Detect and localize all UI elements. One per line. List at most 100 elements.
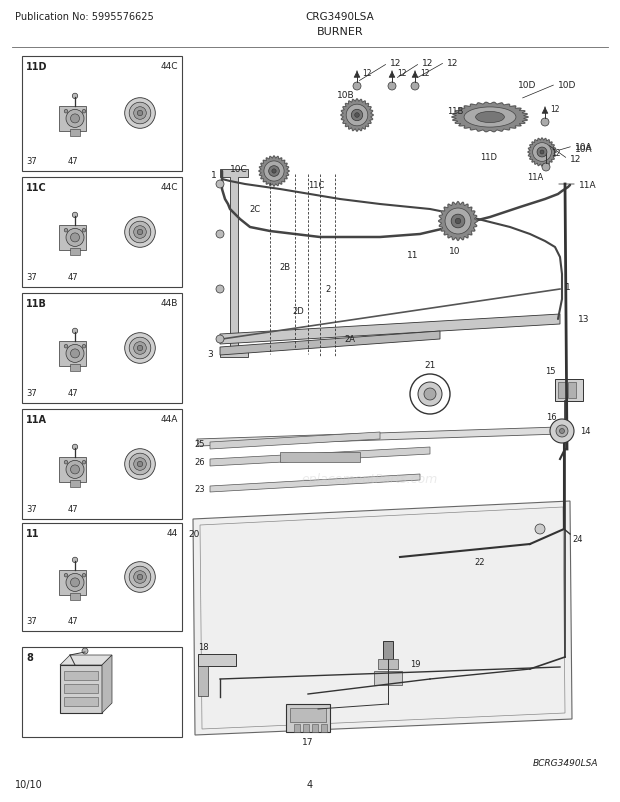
Circle shape bbox=[268, 167, 280, 177]
Bar bbox=[294, 724, 300, 732]
Circle shape bbox=[272, 170, 276, 174]
Circle shape bbox=[64, 110, 68, 114]
Text: 11A: 11A bbox=[579, 180, 596, 189]
Circle shape bbox=[533, 144, 551, 162]
Circle shape bbox=[125, 99, 155, 129]
Polygon shape bbox=[528, 139, 556, 167]
Circle shape bbox=[134, 107, 146, 120]
Bar bbox=[64, 684, 98, 693]
Polygon shape bbox=[59, 225, 86, 251]
Polygon shape bbox=[452, 103, 528, 132]
Text: 12: 12 bbox=[362, 68, 371, 78]
FancyBboxPatch shape bbox=[22, 57, 182, 172]
Polygon shape bbox=[439, 202, 477, 241]
Bar bbox=[69, 249, 81, 256]
Polygon shape bbox=[59, 457, 86, 482]
Text: 47: 47 bbox=[68, 157, 79, 166]
Bar bbox=[378, 659, 398, 669]
Circle shape bbox=[73, 213, 78, 218]
Circle shape bbox=[129, 103, 151, 124]
Text: 11D: 11D bbox=[26, 62, 48, 72]
Text: 10: 10 bbox=[450, 247, 461, 256]
FancyBboxPatch shape bbox=[22, 294, 182, 403]
Text: 37: 37 bbox=[26, 273, 37, 282]
Circle shape bbox=[137, 230, 143, 236]
Bar bbox=[69, 365, 81, 372]
Circle shape bbox=[64, 229, 68, 233]
Text: 10C: 10C bbox=[230, 164, 248, 173]
Circle shape bbox=[137, 346, 143, 351]
Circle shape bbox=[64, 573, 68, 577]
Circle shape bbox=[66, 110, 84, 128]
Text: 12: 12 bbox=[551, 149, 560, 158]
Bar bbox=[555, 379, 583, 402]
Bar bbox=[198, 666, 208, 696]
Polygon shape bbox=[341, 99, 373, 132]
Text: 11B: 11B bbox=[26, 298, 47, 309]
Circle shape bbox=[129, 222, 151, 244]
Circle shape bbox=[66, 573, 84, 592]
Circle shape bbox=[129, 454, 151, 476]
FancyBboxPatch shape bbox=[22, 647, 182, 737]
Text: 3: 3 bbox=[207, 350, 213, 359]
Bar bbox=[312, 724, 318, 732]
Text: 18: 18 bbox=[198, 642, 208, 651]
Bar bbox=[69, 480, 81, 488]
Circle shape bbox=[73, 329, 78, 334]
FancyBboxPatch shape bbox=[22, 524, 182, 631]
Text: 11A: 11A bbox=[527, 173, 543, 182]
Text: 22: 22 bbox=[475, 557, 485, 566]
Text: 26: 26 bbox=[195, 458, 205, 467]
Circle shape bbox=[137, 574, 143, 580]
Circle shape bbox=[71, 115, 79, 124]
Circle shape bbox=[216, 335, 224, 343]
Polygon shape bbox=[102, 655, 112, 713]
Bar bbox=[321, 724, 327, 732]
Text: 37: 37 bbox=[26, 616, 37, 626]
Polygon shape bbox=[193, 501, 572, 735]
Text: 47: 47 bbox=[68, 504, 79, 513]
Text: Publication No: 5995576625: Publication No: 5995576625 bbox=[15, 12, 154, 22]
Bar bbox=[303, 724, 309, 732]
Polygon shape bbox=[220, 331, 440, 355]
Text: 12: 12 bbox=[390, 59, 401, 68]
Text: 47: 47 bbox=[68, 388, 79, 398]
Circle shape bbox=[134, 571, 146, 584]
Text: 12: 12 bbox=[550, 104, 559, 113]
Text: 10A: 10A bbox=[575, 145, 593, 154]
Circle shape bbox=[73, 94, 78, 99]
Circle shape bbox=[82, 648, 88, 654]
Text: 24: 24 bbox=[572, 535, 583, 544]
FancyBboxPatch shape bbox=[22, 410, 182, 520]
Text: 12: 12 bbox=[447, 59, 458, 67]
Text: 10D: 10D bbox=[558, 80, 577, 89]
Circle shape bbox=[535, 525, 545, 534]
Circle shape bbox=[424, 388, 436, 400]
Text: 10D: 10D bbox=[518, 81, 536, 90]
Bar bbox=[69, 593, 81, 601]
Circle shape bbox=[64, 461, 68, 464]
Polygon shape bbox=[59, 107, 86, 132]
Text: 44C: 44C bbox=[161, 62, 178, 71]
Circle shape bbox=[411, 83, 419, 91]
Circle shape bbox=[541, 119, 549, 127]
Bar bbox=[69, 130, 81, 137]
Circle shape bbox=[66, 229, 84, 247]
Circle shape bbox=[542, 164, 550, 172]
Text: 8: 8 bbox=[26, 652, 33, 662]
Text: 11D: 11D bbox=[480, 153, 497, 162]
Text: 19: 19 bbox=[410, 660, 420, 669]
Text: 16: 16 bbox=[546, 413, 557, 422]
Circle shape bbox=[64, 345, 68, 349]
Bar bbox=[558, 383, 566, 399]
Polygon shape bbox=[60, 655, 112, 665]
Circle shape bbox=[455, 219, 461, 225]
Circle shape bbox=[125, 334, 155, 364]
Polygon shape bbox=[220, 170, 248, 358]
Text: 11: 11 bbox=[26, 529, 40, 538]
Circle shape bbox=[410, 375, 450, 415]
Polygon shape bbox=[210, 432, 380, 449]
Polygon shape bbox=[210, 475, 420, 492]
Text: 44B: 44B bbox=[161, 298, 178, 308]
Circle shape bbox=[134, 342, 146, 354]
